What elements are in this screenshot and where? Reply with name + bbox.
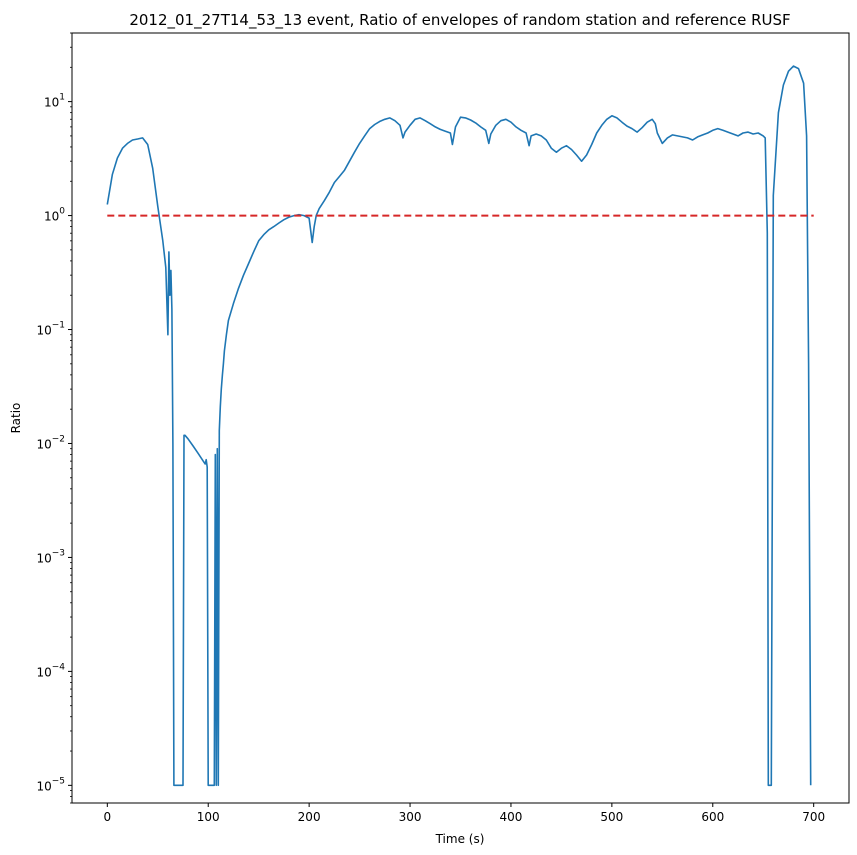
x-tick-label: 100 bbox=[197, 810, 220, 824]
y-axis-ticks: 10−5 10−4 10−3 10−2 10−1 100 101 bbox=[36, 32, 72, 804]
ratio-series-line bbox=[106, 65, 812, 787]
chart-title: 2012_01_27T14_53_13 event, Ratio of enve… bbox=[129, 11, 790, 30]
y-tick-label: 10−2 bbox=[36, 434, 65, 451]
x-tick-label: 500 bbox=[600, 810, 623, 824]
y-axis-label: Ratio bbox=[9, 403, 23, 434]
series-layer bbox=[106, 65, 814, 787]
x-tick-label: 200 bbox=[298, 810, 321, 824]
x-axis-ticks: 0 100 200 300 400 500 600 700 bbox=[103, 803, 825, 824]
x-tick-label: 600 bbox=[701, 810, 724, 824]
x-axis-label: Time (s) bbox=[435, 832, 485, 846]
x-tick-label: 400 bbox=[500, 810, 523, 824]
y-tick-label: 100 bbox=[44, 207, 65, 224]
y-tick-label: 10−5 bbox=[36, 776, 65, 793]
y-tick-label: 101 bbox=[44, 93, 65, 110]
x-tick-label: 300 bbox=[399, 810, 422, 824]
x-tick-label: 700 bbox=[802, 810, 825, 824]
y-tick-label: 10−3 bbox=[36, 548, 65, 565]
y-tick-label: 10−1 bbox=[36, 321, 65, 338]
plot-frame bbox=[71, 32, 850, 804]
y-tick-label: 10−4 bbox=[36, 662, 65, 679]
x-tick-label: 0 bbox=[103, 810, 111, 824]
